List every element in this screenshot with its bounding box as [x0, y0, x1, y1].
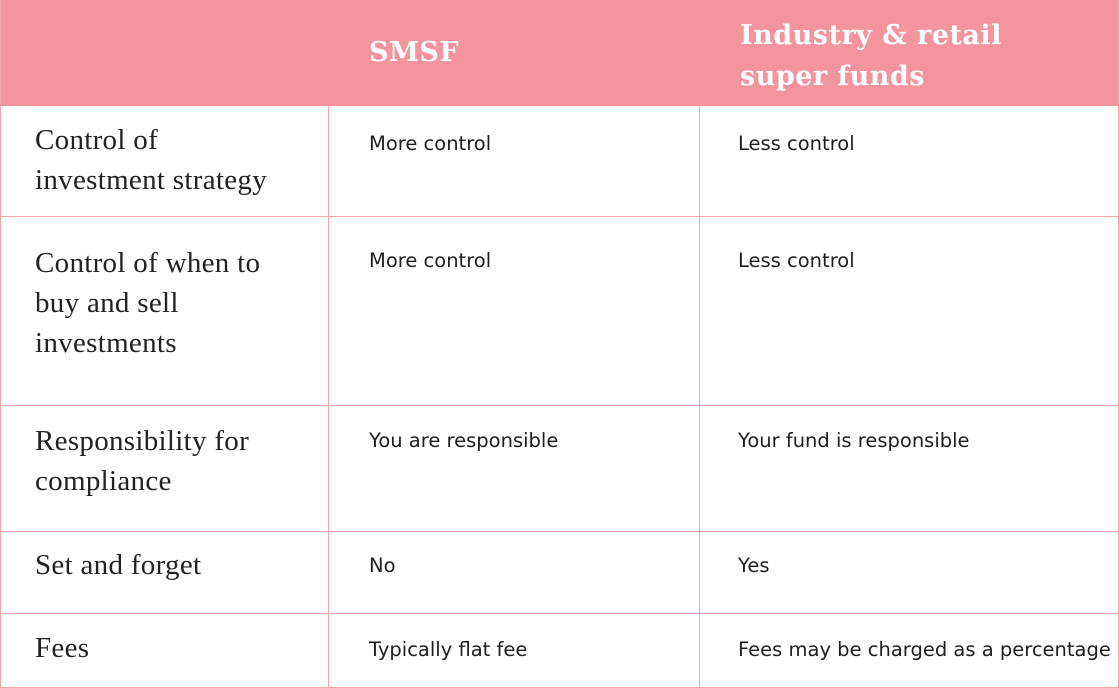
row-label-cell: Control of when to buy and sell investme… — [1, 217, 329, 405]
row-label: Fees — [35, 632, 90, 664]
row-label: Control of when to buy and sell investme… — [35, 247, 261, 359]
smsf-value-cell: You are responsible — [329, 406, 700, 531]
smsf-value: More control — [369, 132, 492, 155]
table-row: Fees Typically flat fee Fees may be char… — [1, 614, 1118, 688]
row-label: Control of investment strategy — [35, 124, 268, 196]
smsf-value-cell: More control — [329, 217, 700, 405]
smsf-value-cell: More control — [329, 106, 700, 216]
header-cell-smsf: SMSF — [329, 0, 700, 106]
table-header-row: SMSF Industry & retail super funds — [1, 0, 1118, 106]
table-row: Responsibility for compliance You are re… — [1, 406, 1118, 532]
table-row: Control of when to buy and sell investme… — [1, 217, 1118, 406]
table-row: Control of investment strategy More cont… — [1, 106, 1118, 217]
smsf-value: You are responsible — [369, 429, 559, 452]
industry-retail-value-cell: Less control — [700, 217, 1118, 405]
row-label-cell: Control of investment strategy — [1, 106, 329, 216]
industry-retail-value: Less control — [738, 132, 855, 155]
industry-retail-value: Yes — [738, 554, 770, 577]
smsf-value: More control — [369, 249, 492, 272]
industry-retail-value-cell: Fees may be charged as a percentage — [700, 614, 1118, 688]
row-label-cell: Fees — [1, 614, 329, 688]
industry-retail-value: Your fund is responsible — [738, 429, 970, 452]
header-corner-cell — [1, 0, 329, 106]
smsf-value-cell: Typically flat fee — [329, 614, 700, 688]
row-label: Set and forget — [35, 549, 202, 581]
industry-retail-value-cell: Yes — [700, 532, 1118, 613]
header-cell-industry-retail: Industry & retail super funds — [700, 0, 1118, 106]
industry-retail-value-cell: Less control — [700, 106, 1118, 216]
row-label-cell: Responsibility for compliance — [1, 406, 329, 531]
header-industry-retail-label: Industry & retail super funds — [740, 20, 1002, 92]
row-label: Responsibility for compliance — [35, 425, 250, 497]
smsf-value: No — [369, 554, 396, 577]
smsf-value: Typically flat fee — [369, 638, 528, 661]
header-smsf-label: SMSF — [369, 37, 460, 68]
industry-retail-value: Less control — [738, 249, 855, 272]
table-row: Set and forget No Yes — [1, 532, 1118, 614]
industry-retail-value: Fees may be charged as a percentage — [738, 638, 1111, 661]
smsf-value-cell: No — [329, 532, 700, 613]
industry-retail-value-cell: Your fund is responsible — [700, 406, 1118, 531]
row-label-cell: Set and forget — [1, 532, 329, 613]
